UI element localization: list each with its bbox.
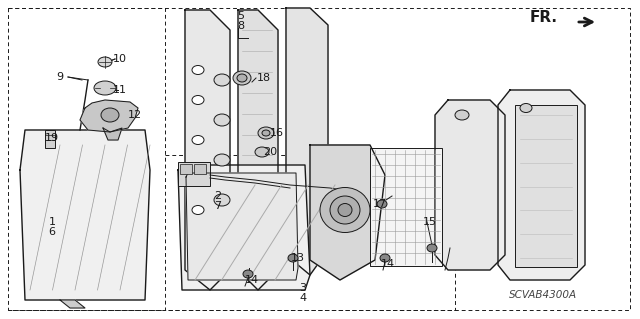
Ellipse shape [255, 147, 269, 157]
Text: 14: 14 [245, 275, 259, 285]
Text: 6: 6 [49, 227, 56, 237]
Text: 8: 8 [237, 21, 244, 31]
Polygon shape [186, 173, 298, 280]
Ellipse shape [192, 65, 204, 75]
Polygon shape [185, 10, 230, 290]
Ellipse shape [377, 200, 387, 208]
Polygon shape [20, 130, 150, 300]
Ellipse shape [262, 130, 270, 136]
Polygon shape [498, 90, 585, 280]
Text: 13: 13 [291, 253, 305, 263]
Polygon shape [238, 10, 278, 290]
Bar [180, 164, 192, 174]
Ellipse shape [455, 110, 469, 120]
Text: 10: 10 [113, 54, 127, 64]
Text: 2: 2 [214, 191, 221, 201]
Ellipse shape [288, 254, 298, 262]
Ellipse shape [237, 74, 247, 82]
Text: 4: 4 [300, 293, 307, 303]
Ellipse shape [258, 127, 274, 139]
Ellipse shape [214, 194, 230, 206]
Ellipse shape [192, 205, 204, 214]
Ellipse shape [98, 57, 112, 67]
Ellipse shape [338, 204, 352, 217]
Text: 18: 18 [257, 73, 271, 83]
Polygon shape [435, 100, 505, 270]
Ellipse shape [520, 103, 532, 113]
Polygon shape [178, 165, 310, 290]
Bar [45, 130, 55, 148]
Text: 20: 20 [263, 147, 277, 157]
Text: FR.: FR. [530, 11, 558, 26]
Ellipse shape [214, 154, 230, 166]
Ellipse shape [192, 95, 204, 105]
Polygon shape [80, 100, 138, 132]
Ellipse shape [192, 136, 204, 145]
Text: SCVAB4300A: SCVAB4300A [509, 290, 577, 300]
Ellipse shape [214, 74, 230, 86]
Ellipse shape [330, 196, 360, 224]
Text: 9: 9 [56, 72, 63, 82]
Text: 5: 5 [237, 11, 244, 21]
Ellipse shape [101, 108, 119, 122]
Text: 1: 1 [49, 217, 56, 227]
Text: 11: 11 [113, 85, 127, 95]
Text: 19: 19 [45, 133, 59, 143]
Polygon shape [103, 128, 122, 140]
Text: 3: 3 [300, 283, 307, 293]
Ellipse shape [94, 81, 116, 95]
Polygon shape [60, 300, 85, 308]
Ellipse shape [233, 71, 251, 85]
Bar [370, 148, 442, 266]
Ellipse shape [243, 270, 253, 278]
Ellipse shape [320, 188, 370, 233]
Ellipse shape [427, 244, 437, 252]
Bar [178, 162, 210, 186]
Text: 16: 16 [270, 128, 284, 138]
Polygon shape [310, 145, 385, 280]
Bar [194, 164, 206, 174]
Text: 12: 12 [128, 110, 142, 120]
Polygon shape [286, 8, 328, 275]
Ellipse shape [192, 170, 204, 180]
Ellipse shape [380, 254, 390, 262]
Text: 15: 15 [423, 217, 437, 227]
Text: 14: 14 [381, 259, 395, 269]
Text: 7: 7 [214, 201, 221, 211]
Ellipse shape [214, 114, 230, 126]
Text: 17: 17 [373, 199, 387, 209]
Bar [515, 105, 577, 267]
